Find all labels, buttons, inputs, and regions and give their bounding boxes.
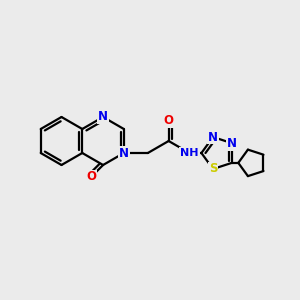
Text: S: S: [209, 163, 217, 176]
Text: N: N: [119, 146, 129, 160]
Text: N: N: [98, 110, 108, 124]
Text: N: N: [227, 136, 237, 150]
Text: O: O: [86, 170, 96, 184]
Text: O: O: [164, 114, 174, 127]
Text: NH: NH: [180, 148, 199, 158]
Text: N: N: [208, 130, 218, 143]
